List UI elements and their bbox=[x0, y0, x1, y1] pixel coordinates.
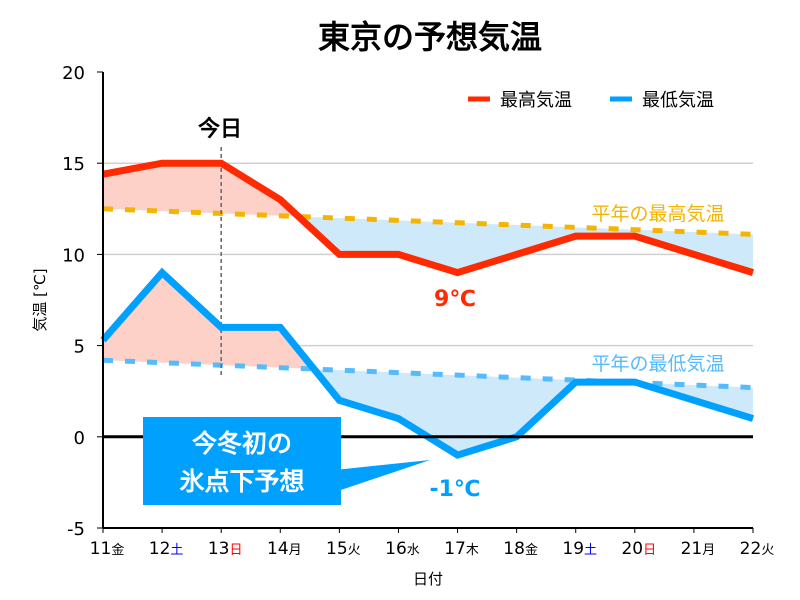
callout-line-1: 今冬初の bbox=[192, 429, 292, 458]
callout-pointer bbox=[335, 460, 430, 492]
x-tick-label: 12土 bbox=[149, 539, 184, 559]
x-tick-weekday: 月 bbox=[702, 543, 715, 558]
normal-min-label: 平年の最低気温 bbox=[591, 353, 724, 375]
x-tick-day: 20 bbox=[621, 539, 643, 559]
x-tick-label: 13日 bbox=[208, 539, 243, 559]
x-tick-day: 18 bbox=[503, 539, 525, 559]
x-tick-weekday: 土 bbox=[170, 543, 183, 558]
chart-title: 東京の予想気温 bbox=[318, 18, 542, 56]
x-tick-day: 11 bbox=[90, 539, 112, 559]
y-axis-label: 気温 [℃] bbox=[31, 268, 49, 331]
legend: 最高気温 最低気温 bbox=[468, 90, 714, 111]
min-annotation: -1℃ bbox=[429, 477, 480, 502]
callout-line-2: 氷点下予想 bbox=[179, 467, 304, 496]
y-tick-label: 15 bbox=[62, 154, 85, 175]
x-tick-label: 18金 bbox=[503, 539, 538, 559]
y-tick-label: 5 bbox=[74, 337, 85, 358]
x-tick-label: 16水 bbox=[385, 539, 420, 559]
x-tick-weekday: 火 bbox=[348, 543, 361, 558]
x-tick-weekday: 金 bbox=[525, 542, 538, 558]
x-tick-label: 20日 bbox=[621, 539, 656, 559]
x-tick-label: 22火 bbox=[740, 539, 775, 559]
legend-min-label: 最低気温 bbox=[642, 90, 714, 111]
callout: 今冬初の 氷点下予想 bbox=[143, 417, 430, 505]
y-tick-label: 0 bbox=[74, 428, 85, 449]
y-tick-label: 10 bbox=[62, 245, 85, 266]
x-tick-day: 21 bbox=[681, 539, 703, 559]
x-tick-label: 21月 bbox=[681, 539, 716, 559]
above-normal-fill bbox=[103, 272, 753, 388]
y-tick-label: 20 bbox=[62, 63, 85, 84]
x-tick-day: 13 bbox=[208, 539, 230, 559]
x-tick-day: 16 bbox=[385, 539, 407, 559]
x-tick-label: 15火 bbox=[326, 539, 361, 559]
x-tick-day: 14 bbox=[267, 539, 289, 559]
x-tick-day: 15 bbox=[326, 539, 348, 559]
x-tick-weekday: 水 bbox=[407, 543, 420, 558]
x-tick-label: 14月 bbox=[267, 539, 302, 559]
normal-max-label: 平年の最高気温 bbox=[591, 203, 724, 225]
x-tick-label: 11金 bbox=[90, 539, 125, 559]
x-tick-weekday: 日 bbox=[229, 543, 242, 558]
x-tick-weekday: 日 bbox=[643, 543, 656, 558]
x-tick-day: 22 bbox=[740, 539, 762, 559]
x-tick-day: 19 bbox=[562, 539, 584, 559]
x-tick-weekday: 月 bbox=[289, 543, 302, 558]
y-tick-label: -5 bbox=[67, 519, 85, 540]
x-tick-label: 17木 bbox=[444, 539, 479, 559]
x-tick-weekday: 土 bbox=[584, 543, 597, 558]
x-tick-weekday: 火 bbox=[761, 543, 774, 558]
x-tick-day: 17 bbox=[444, 539, 466, 559]
x-tick-weekday: 木 bbox=[466, 543, 479, 558]
x-tick-label: 19土 bbox=[562, 539, 597, 559]
today-label: 今日 bbox=[198, 116, 242, 142]
max-annotation: 9℃ bbox=[434, 287, 476, 312]
series-line bbox=[102, 159, 755, 277]
x-tick-day: 12 bbox=[149, 539, 171, 559]
legend-max-label: 最高気温 bbox=[500, 90, 572, 111]
x-tick-weekday: 金 bbox=[111, 542, 124, 558]
x-axis-label: 日付 bbox=[413, 570, 443, 588]
callout-box bbox=[143, 417, 341, 505]
